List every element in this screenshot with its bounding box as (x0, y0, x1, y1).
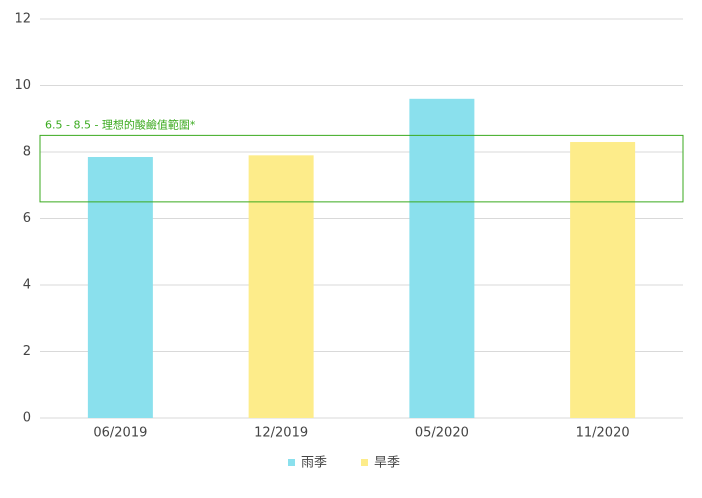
x-tick-label: 05/2020 (415, 426, 469, 441)
y-tick-label: 12 (14, 12, 31, 27)
bar (248, 155, 314, 418)
bar (87, 156, 153, 419)
legend-label: 旱季 (374, 456, 400, 471)
y-tick-label: 8 (23, 145, 31, 160)
legend-label: 雨季 (301, 456, 327, 471)
y-tick-label: 6 (23, 211, 31, 226)
legend-marker (288, 459, 295, 466)
x-tick-label: 12/2019 (254, 426, 308, 441)
y-tick-label: 4 (23, 278, 31, 293)
bar (409, 98, 475, 419)
band-label: 6.5 - 8.5 - 理想的酸鹼值範圍* (45, 117, 196, 131)
x-tick-label: 06/2019 (93, 426, 147, 441)
legend-marker (361, 459, 368, 466)
bar (570, 142, 636, 418)
x-tick-label: 11/2020 (576, 426, 630, 441)
reference-band (39, 134, 684, 203)
y-tick-label: 10 (14, 78, 31, 93)
y-tick-label: 2 (23, 344, 31, 359)
y-tick-label: 0 (23, 411, 31, 426)
